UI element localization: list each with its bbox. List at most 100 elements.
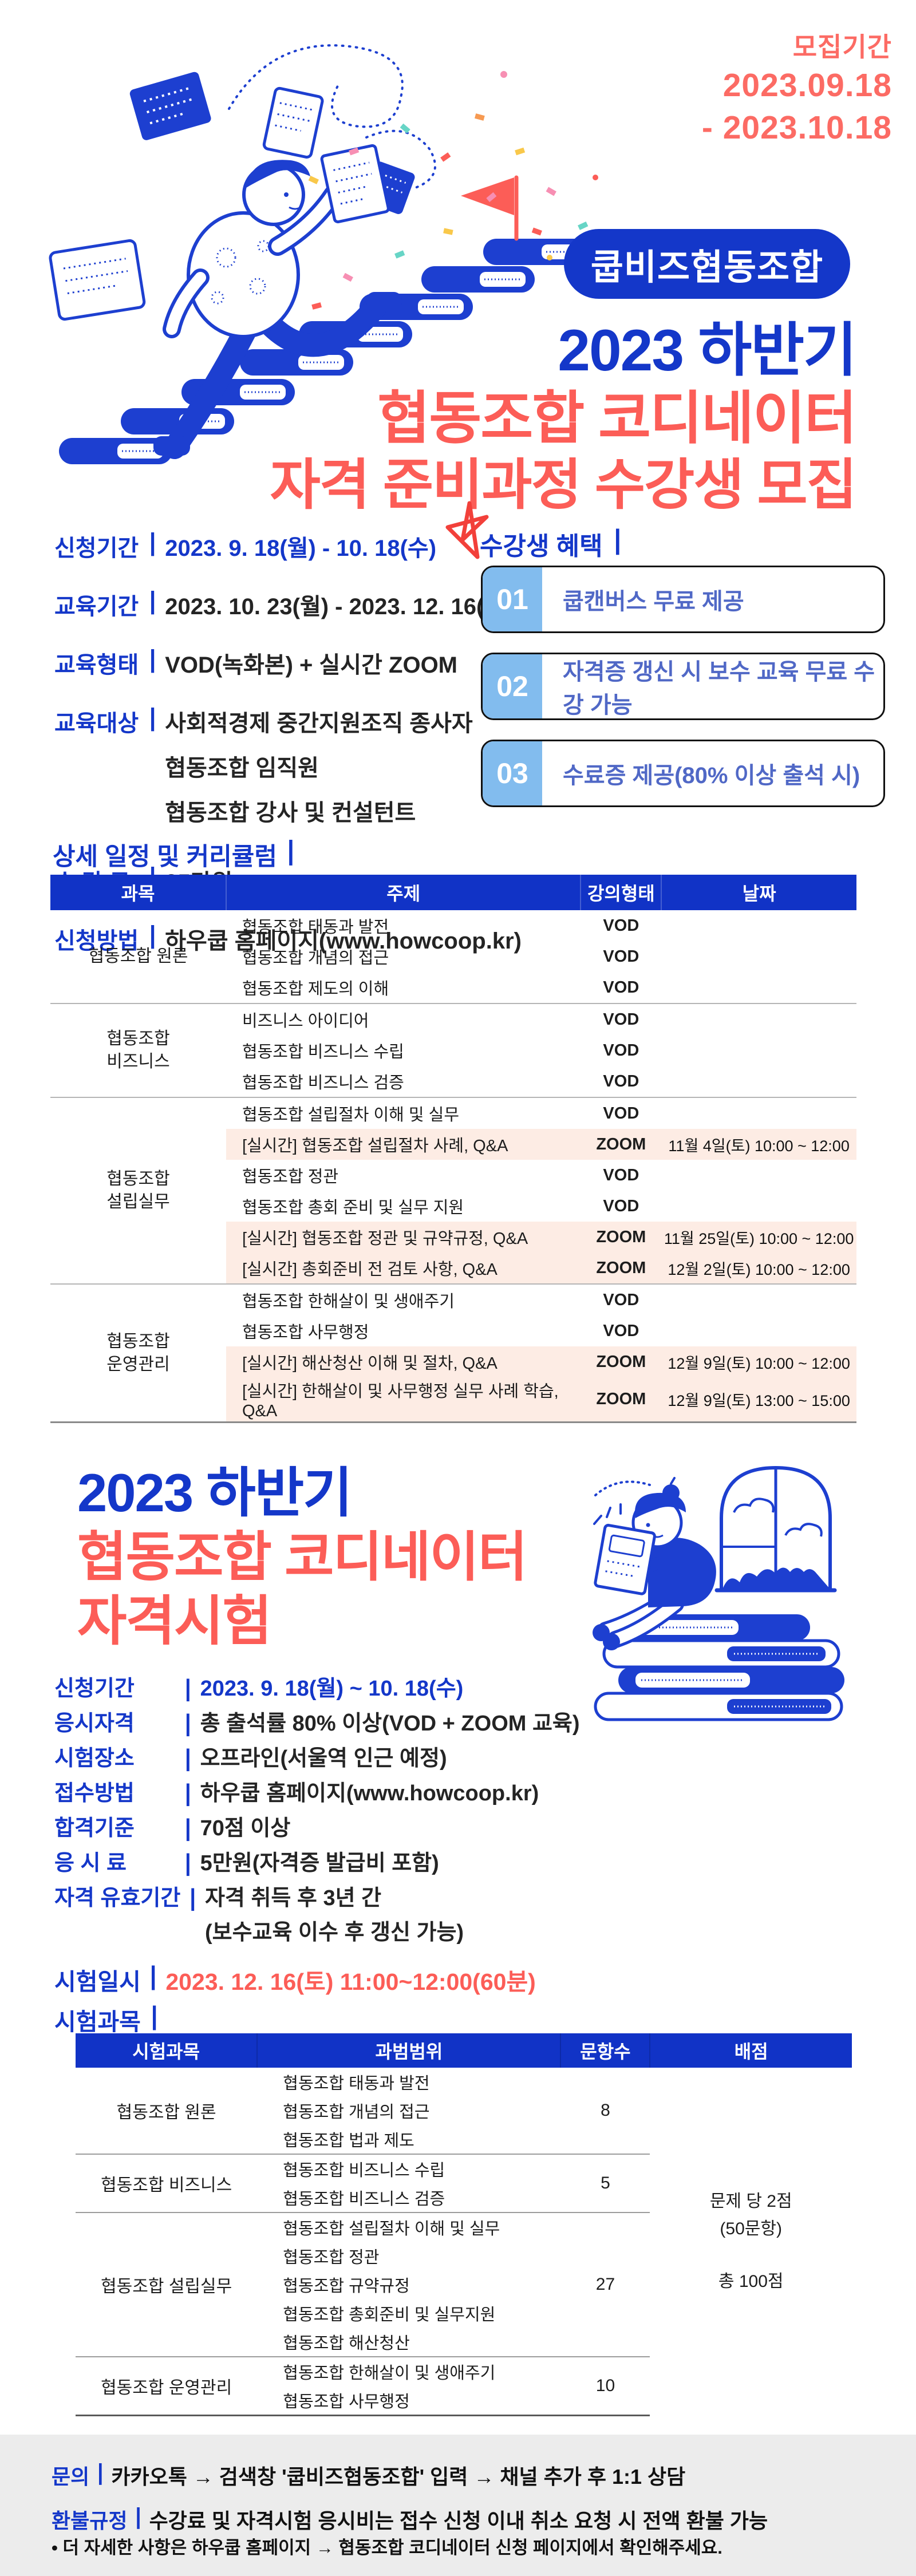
type-cell: VOD <box>603 1072 639 1091</box>
date-cell <box>661 1066 856 1097</box>
footer-text: 카카오톡 → 검색창 '쿱비즈협동조합' 입력 → 채널 추가 후 1:1 상담 <box>111 2465 686 2488</box>
date-cell <box>661 1003 856 1035</box>
separator: | <box>185 1710 191 1737</box>
footer-label: 환불규정 <box>52 2509 128 2532</box>
separator: | <box>135 2503 141 2529</box>
table-row: 협동조합 법과 제도 <box>76 2125 852 2154</box>
info-label: 자격 유효기간 <box>54 1886 181 1910</box>
exam-datetime-row: 시험일시 | 2023. 12. 16(토) 11:00~12:00(60분) <box>54 1961 536 1997</box>
subject-cell: 협동조합 설립실무 <box>50 1097 226 1284</box>
table-header-row: 시험과목 과범범위 문항수 배점 <box>76 2033 852 2068</box>
topic-cell: 협동조합 정관 <box>242 1168 339 1186</box>
info-value-line: 협동조합 임직원 <box>165 756 319 781</box>
separator: | <box>149 703 156 732</box>
reading-person <box>593 1477 716 1650</box>
separator: | <box>185 1815 191 1842</box>
topic-cell: [실시간] 한해살이 및 사무행정 실무 사례 학습, Q&A <box>226 1377 581 1423</box>
info-value: 하우쿱 홈페이지(www.howcoop.kr) <box>200 1781 539 1805</box>
info-label: 응시자격 <box>54 1712 135 1736</box>
date-cell <box>661 1160 856 1191</box>
topic-cell: [실시간] 협동조합 정관 및 규약규정, Q&A <box>226 1222 581 1253</box>
topic-cell: 협동조합 제도의 이해 <box>242 980 389 998</box>
org-badge: 쿱비즈협동조합 <box>564 229 850 299</box>
col-header-subject: 과목 <box>50 875 226 910</box>
footer-label: 문의 <box>52 2465 90 2488</box>
benefit-card-3: 03 수료증 제공(80% 이상 출석 시) <box>481 740 885 807</box>
scope-cell: 협동조합 비즈니스 수립 <box>257 2154 561 2183</box>
table-row: 협동조합 사무행정 <box>76 2386 852 2416</box>
date-cell <box>661 1315 856 1346</box>
topic-cell: 비즈니스 아이디어 <box>226 1003 581 1035</box>
scope-cell: 협동조합 해산청산 <box>283 2334 410 2353</box>
col-header-question-count: 문항수 <box>560 2033 650 2068</box>
table-row: 협동조합 총회준비 및 실무지원 <box>76 2299 852 2328</box>
scoring-cell: 문제 당 2점 (50문항) 총 100점 <box>650 2068 852 2416</box>
table-row-highlight: [실시간] 총회준비 전 검토 사항, Q&A ZOOM 12월 2일(토) 1… <box>50 1253 856 1284</box>
date-cell <box>661 941 856 972</box>
exam-info: 신청기간 | 2023. 9. 18(월) ~ 10. 18(수) 응시자격 | 총 출… <box>54 1676 580 1964</box>
info-label: 응 시 료 <box>54 1851 127 1875</box>
info-value: 2023. 9. 18(월) ~ 10. 18(수) <box>200 1677 464 1701</box>
table-row: 협동조합 설립실무 협동조합 설립절차 이해 및 실무 27 <box>76 2212 852 2357</box>
info-row-validity: 자격 유효기간 | 자격 취득 후 3년 간 (보수교육 이수 후 갱신 가능) <box>54 1885 580 1954</box>
hero-title-line3: 자격 준비과정 수강생 모집 <box>270 455 857 516</box>
scoring-line: (50문항) <box>720 2219 782 2238</box>
benefit-text: 쿱캔버스 무료 제공 <box>563 589 744 614</box>
scope-cell: 협동조합 개념의 접근 <box>283 2103 430 2121</box>
info-label: 시험일시 <box>54 1969 141 1995</box>
info-label: 교육대상 <box>54 711 139 736</box>
table-row-highlight: [실시간] 해산청산 이해 및 절차, Q&A ZOOM 12월 9일(토) 1… <box>50 1346 856 1377</box>
topic-cell: 협동조합 한해살이 및 생애주기 <box>226 1283 581 1315</box>
count-cell: 5 <box>560 2154 650 2212</box>
table-row: 협동조합 비즈니스 수립 VOD <box>50 1035 856 1066</box>
info-value: 70점 이상 <box>200 1816 291 1840</box>
separator: | <box>149 1961 157 1990</box>
scope-cell: 협동조합 설립절차 이해 및 실무 <box>257 2212 561 2242</box>
separator: | <box>185 1780 191 1807</box>
scope-cell: 협동조합 법과 제도 <box>283 2132 414 2150</box>
footer-inquiry-row: 문의 | 카카오톡 → 검색창 '쿱비즈협동조합' 입력 → 채널 추가 후 1:1… <box>52 2459 686 2490</box>
info-label: 신청기간 <box>54 1677 135 1701</box>
topic-cell: 협동조합 태동과 발전 <box>242 918 389 937</box>
scope-cell: 협동조합 한해살이 및 생애주기 <box>257 2356 561 2386</box>
table-row-highlight: [실시간] 한해살이 및 사무행정 실무 사례 학습, Q&A ZOOM 12월… <box>50 1377 856 1423</box>
info-value: 오프라인(서울역 인근 예정) <box>200 1747 447 1771</box>
count-cell: 27 <box>560 2212 650 2357</box>
exam-illustration <box>584 1461 853 1721</box>
climbing-person <box>153 144 402 459</box>
date-cell <box>661 1283 856 1315</box>
info-value-stack: 사회적경제 중간지원조직 종사자 협동조합 임직원 협동조합 강사 및 컨설턴트 <box>165 705 472 839</box>
benefit-number: 01 <box>483 567 542 631</box>
table-row: 협동조합 비즈니스 검증 VOD <box>50 1066 856 1097</box>
table-header-row: 과목 주제 강의형태 날짜 <box>50 875 856 910</box>
footer-text: 수강료 및 자격시험 응시비는 접수 신청 이내 취소 요청 시 전액 환불 가… <box>149 2509 768 2532</box>
info-value-stack: 자격 취득 후 3년 간 (보수교육 이수 후 갱신 가능) <box>205 1886 464 1954</box>
exam-table: 시험과목 과범범위 문항수 배점 협동조합 원론 협동조합 태동과 발전 8 문… <box>76 2033 852 2416</box>
separator: | <box>185 1745 191 1772</box>
date-cell <box>661 1191 856 1222</box>
type-cell: VOD <box>603 916 639 935</box>
table-row: 협동조합 규약규정 <box>76 2270 852 2299</box>
exam-title-line2: 협동조합 코디네이터 <box>77 1527 527 1587</box>
subject-cell: 협동조합 설립실무 <box>76 2212 258 2357</box>
window-illustration <box>714 1465 837 1593</box>
info-row-exam-fee: 응 시 료 | 5만원(자격증 발급비 포함) <box>54 1850 580 1876</box>
date-cell: 12월 2일(토) 10:00 ~ 12:00 <box>661 1253 856 1284</box>
exam-datetime-value: 2023. 12. 16(토) 11:00~12:00(60분) <box>165 1969 536 1995</box>
col-header-date: 날짜 <box>661 875 856 910</box>
hero-title-line1: 2023 하반기 <box>558 318 857 383</box>
exam-title-line3: 자격시험 <box>77 1591 272 1651</box>
date-cell: 11월 25일(토) 10:00 ~ 12:00 <box>661 1222 856 1253</box>
benefit-number: 03 <box>483 741 542 805</box>
topic-cell: 협동조합 개념의 접근 <box>242 949 389 967</box>
table-row: 협동조합 운영관리 협동조합 한해살이 및 생애주기 10 <box>76 2356 852 2416</box>
type-cell: VOD <box>581 1097 662 1129</box>
info-value: 하우쿱 홈페이지(www.howcoop.kr) <box>165 929 522 954</box>
info-label: 교육형태 <box>54 653 139 678</box>
separator: | <box>149 586 156 615</box>
separator: | <box>287 835 294 866</box>
benefit-text: 수료증 제공(80% 이상 출석 시) <box>563 763 860 788</box>
info-row-edu-format: 교육형태 | VOD(녹화본) + 실시간 ZOOM <box>54 645 522 679</box>
subject-cell: 협동조합 원론 <box>116 2103 216 2122</box>
